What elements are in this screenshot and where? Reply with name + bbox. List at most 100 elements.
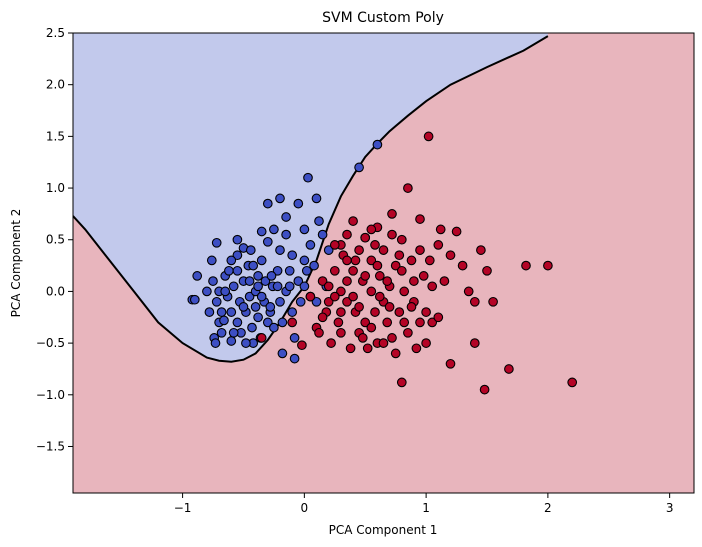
data-point-class-1 xyxy=(421,338,431,348)
data-point-class-1 xyxy=(403,183,413,193)
data-point-class-0 xyxy=(281,229,291,240)
data-point-class-0 xyxy=(253,312,263,323)
data-point-class-0 xyxy=(260,276,271,286)
data-point-class-1 xyxy=(317,276,328,286)
data-point-class-1 xyxy=(384,302,395,312)
data-point-class-1 xyxy=(366,286,377,297)
data-point-class-0 xyxy=(226,307,237,317)
data-point-class-0 xyxy=(262,198,273,209)
data-point-class-1 xyxy=(348,216,358,226)
y-axis: −1.5 −1.0 −0.5 0.0 0.5 1.0 1.5 2.0 2.5 xyxy=(36,26,73,453)
data-point-class-0 xyxy=(192,271,203,281)
data-point-class-0 xyxy=(189,294,200,305)
data-point-class-1 xyxy=(399,317,410,328)
data-point-class-1 xyxy=(348,291,358,302)
data-point-class-1 xyxy=(521,260,531,271)
data-point-class-0 xyxy=(293,198,304,209)
data-point-class-1 xyxy=(390,348,401,359)
data-point-class-0 xyxy=(265,302,276,312)
data-point-class-0 xyxy=(232,234,243,245)
decision-boundary xyxy=(73,35,549,363)
decision-regions xyxy=(73,33,548,362)
data-point-class-1 xyxy=(423,131,434,142)
data-point-class-0 xyxy=(284,265,295,276)
data-point-class-1 xyxy=(433,312,444,323)
data-point-class-0 xyxy=(293,276,304,286)
data-point-class-1 xyxy=(415,214,425,224)
data-point-class-1 xyxy=(374,291,385,302)
y-tick-label: 1.5 xyxy=(46,129,65,143)
data-point-class-0 xyxy=(232,265,243,276)
data-point-class-1 xyxy=(445,358,456,369)
data-point-class-0 xyxy=(281,212,291,222)
data-point-class-1 xyxy=(387,229,397,240)
data-point-class-0 xyxy=(284,281,295,292)
data-point-class-0 xyxy=(311,193,322,204)
data-point-class-1 xyxy=(342,229,352,240)
data-point-class-1 xyxy=(406,255,417,266)
scatter-points xyxy=(187,131,578,395)
data-point-class-1 xyxy=(370,307,380,317)
data-point-class-0 xyxy=(208,276,218,286)
data-point-class-1 xyxy=(469,338,480,348)
x-axis-title: PCA Component 1 xyxy=(329,523,438,537)
data-point-class-0 xyxy=(354,162,364,173)
data-point-class-1 xyxy=(336,327,346,338)
data-point-class-1 xyxy=(345,343,356,354)
data-point-class-1 xyxy=(504,364,514,374)
data-point-class-1 xyxy=(445,250,456,261)
data-point-class-0 xyxy=(269,322,279,333)
data-point-class-0 xyxy=(299,224,310,235)
data-point-class-0 xyxy=(253,271,263,281)
data-point-class-1 xyxy=(476,245,486,255)
data-point-class-1 xyxy=(394,307,405,317)
data-point-class-1 xyxy=(354,302,364,312)
data-point-class-0 xyxy=(277,317,288,328)
data-point-class-1 xyxy=(326,338,336,348)
data-point-class-0 xyxy=(262,236,273,247)
y-tick-label: 0.5 xyxy=(46,233,65,247)
x-tick-label: 3 xyxy=(666,501,674,515)
data-point-class-0 xyxy=(206,255,217,266)
data-point-class-0 xyxy=(275,296,285,307)
data-point-class-0 xyxy=(295,296,306,307)
data-point-class-1 xyxy=(396,377,407,388)
data-point-class-0 xyxy=(238,302,249,312)
data-point-class-0 xyxy=(216,307,227,317)
data-point-class-1 xyxy=(360,271,371,281)
data-point-class-0 xyxy=(219,315,229,326)
data-point-class-1 xyxy=(336,286,346,297)
data-point-class-1 xyxy=(409,276,419,286)
data-point-class-1 xyxy=(362,343,373,354)
data-point-class-1 xyxy=(372,260,383,271)
data-point-class-1 xyxy=(342,255,352,266)
data-point-class-1 xyxy=(415,317,425,328)
y-tick-label: 0.0 xyxy=(46,284,65,298)
data-point-class-1 xyxy=(418,271,429,281)
data-point-class-0 xyxy=(262,317,273,328)
data-point-class-1 xyxy=(314,327,324,338)
data-point-class-1 xyxy=(354,245,364,255)
data-point-class-0 xyxy=(309,260,319,271)
data-point-class-0 xyxy=(301,265,312,276)
data-point-class-1 xyxy=(360,317,371,328)
data-point-class-1 xyxy=(403,327,413,338)
data-point-class-1 xyxy=(357,333,368,343)
y-tick-label: 1.0 xyxy=(46,181,65,195)
data-point-class-0 xyxy=(232,250,243,261)
x-tick-label: 0 xyxy=(301,501,309,515)
data-point-class-1 xyxy=(433,240,444,250)
data-point-class-1 xyxy=(348,265,358,276)
data-point-class-1 xyxy=(567,377,578,388)
data-point-class-1 xyxy=(366,322,377,333)
data-point-class-1 xyxy=(382,317,393,328)
data-point-class-0 xyxy=(245,245,256,255)
data-point-class-0 xyxy=(247,322,257,333)
chart-title: SVM Custom Poly xyxy=(322,10,444,26)
data-point-class-1 xyxy=(382,276,393,286)
data-point-class-0 xyxy=(204,307,215,317)
data-point-class-0 xyxy=(253,281,263,292)
data-point-class-1 xyxy=(329,240,340,250)
data-point-class-0 xyxy=(372,139,383,150)
y-axis-title: PCA Component 2 xyxy=(9,209,23,318)
